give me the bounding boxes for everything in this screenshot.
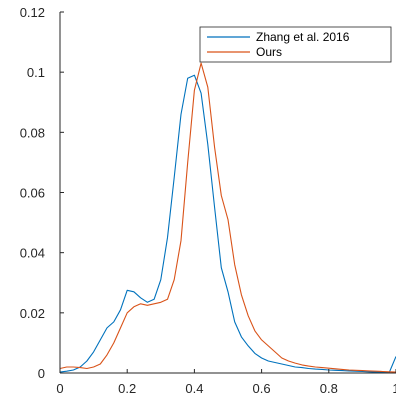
legend-label-zhang: Zhang et al. 2016: [256, 30, 350, 44]
x-tick-label: 0: [56, 381, 63, 396]
x-tick-label: 1: [392, 381, 396, 396]
y-tick-label: 0.04: [20, 246, 45, 261]
ticks-layer: 0 0.2 0.4 0.6 0.8 1 0 0.02 0.04 0.06 0.08 0.1 0.12: [20, 5, 396, 396]
series-line-ours: [59, 62, 396, 373]
y-tick-label: 0.12: [20, 5, 45, 20]
y-tick-label: 0.02: [20, 306, 45, 321]
y-tick-label: 0.1: [27, 65, 45, 80]
x-tick-label: 0.2: [118, 381, 136, 396]
x-tick-label: 0.6: [253, 381, 271, 396]
y-tick-label: 0: [38, 366, 45, 381]
y-tick-label: 0.08: [20, 125, 45, 140]
y-tick-label: 0.06: [20, 186, 45, 201]
series-line-zhang: [59, 74, 396, 373]
legend-box: [199, 26, 392, 63]
x-tick-label: 0.8: [320, 381, 338, 396]
legend-label-ours: Ours: [256, 45, 282, 59]
x-tick-label: 0.4: [185, 381, 203, 396]
series-layer: [59, 62, 396, 373]
legend: Zhang et al. 2016 Ours: [199, 26, 392, 63]
